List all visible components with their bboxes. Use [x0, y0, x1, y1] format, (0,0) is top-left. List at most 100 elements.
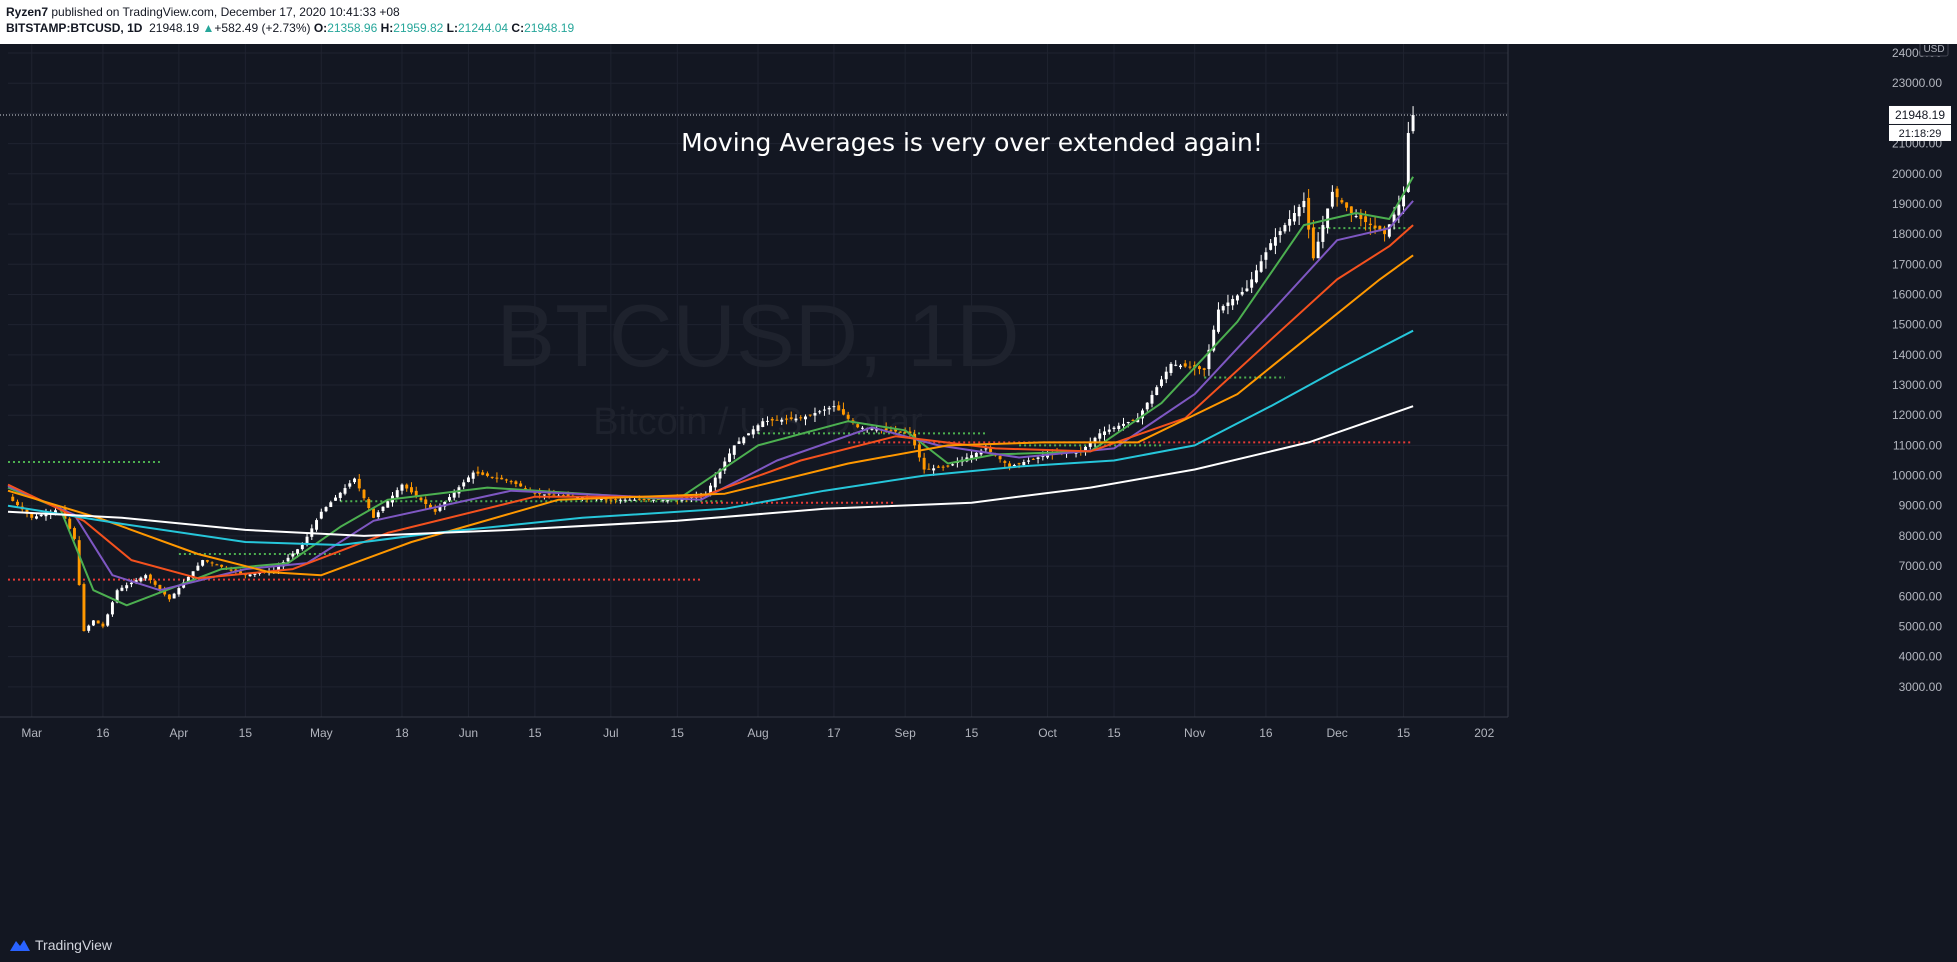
time-tick-label: Nov	[1184, 726, 1205, 740]
candle-body	[82, 584, 86, 631]
chart-area[interactable]: BTCUSD, 1D Bitcoin / U.S. Dollar Moving Av…	[0, 44, 1957, 929]
candle-body	[229, 569, 233, 571]
candle-body	[300, 544, 304, 550]
candle-body	[1254, 270, 1258, 283]
candle-body	[1402, 194, 1406, 207]
candle-body	[428, 504, 432, 508]
candle-body	[471, 472, 475, 479]
candle-body	[315, 520, 319, 530]
moving-average-line	[7, 176, 1414, 607]
last-price-badge-label: 21948.19	[1895, 108, 1945, 122]
candle-body	[856, 424, 860, 428]
candle-body	[519, 483, 523, 487]
price-tick-label: 13000.00	[1892, 378, 1942, 392]
candle-body	[552, 494, 556, 496]
time-tick-label: Jul	[603, 726, 618, 740]
candle-body	[1278, 231, 1282, 236]
candle-body	[1326, 208, 1330, 228]
candle-body	[998, 456, 1002, 460]
candle-body	[72, 528, 76, 539]
candle-body	[153, 581, 157, 585]
candle-body	[780, 419, 784, 422]
candle-body	[201, 560, 205, 566]
candle-body	[723, 461, 727, 471]
candle-body	[927, 468, 931, 470]
candle-body	[381, 506, 385, 512]
candles	[11, 106, 1415, 633]
price-tick-label: 8000.00	[1899, 529, 1943, 543]
candle-body	[1387, 224, 1391, 237]
candle-body	[860, 427, 864, 429]
brand-name[interactable]: TradingView	[35, 937, 113, 953]
candle-body	[125, 585, 129, 589]
price-tick-label: 9000.00	[1899, 499, 1943, 513]
candle-body	[652, 499, 656, 501]
watermark-description: Bitcoin / U.S. Dollar	[593, 401, 923, 443]
currency-label: USD	[1923, 44, 1944, 55]
candle-body	[120, 587, 124, 591]
candle-body	[775, 419, 779, 421]
moving-averages	[7, 176, 1414, 607]
candle-body	[799, 417, 803, 419]
candle-body	[1397, 204, 1401, 216]
price-tick-label: 20000.00	[1892, 167, 1942, 181]
candle-body	[296, 549, 300, 554]
candle-body	[509, 481, 513, 483]
symbol-label[interactable]: BITSTAMP:BTCUSD, 1D	[6, 21, 143, 35]
candle-body	[1103, 431, 1106, 435]
chart-annotation: Moving Averages is very over extended ag…	[681, 128, 1263, 157]
candle-body	[827, 407, 831, 410]
candle-body	[1012, 465, 1016, 467]
change-value: +582.49 (+2.73%)	[214, 21, 311, 35]
time-tick-label: 15	[965, 726, 979, 740]
candle-body	[766, 420, 769, 422]
price-chart[interactable]: BTCUSD, 1D Bitcoin / U.S. Dollar Moving Av…	[0, 44, 1957, 929]
candle-body	[91, 620, 95, 626]
currency-badge	[1919, 44, 1949, 57]
candle-body	[1235, 295, 1239, 301]
moving-average-line	[7, 200, 1414, 592]
candle-body	[1250, 279, 1254, 288]
candle-body	[248, 574, 252, 577]
candle-body	[210, 562, 214, 564]
candle-body	[1316, 241, 1320, 259]
candle-body	[400, 484, 404, 491]
candle-body	[87, 625, 91, 631]
candle-body	[761, 421, 765, 427]
candle-body	[1022, 461, 1026, 466]
time-tick-label: Oct	[1038, 726, 1057, 740]
candle-body	[661, 499, 665, 501]
candle-body	[77, 540, 81, 585]
candle-body	[599, 498, 603, 500]
candle-body	[542, 494, 546, 496]
price-tick-label: 17000.00	[1892, 257, 1942, 271]
author-name[interactable]: Ryzen7	[6, 5, 49, 19]
time-tick-label: 15	[671, 726, 685, 740]
moving-average-line	[7, 405, 1414, 537]
candle-body	[751, 429, 755, 435]
candle-body	[134, 580, 138, 583]
candle-body	[1283, 225, 1287, 232]
candle-body	[1212, 329, 1216, 351]
time-tick-label: 15	[1107, 726, 1121, 740]
candle-body	[1017, 463, 1021, 465]
candle-body	[951, 464, 955, 466]
candle-body	[533, 492, 537, 494]
candle-body	[1036, 457, 1040, 459]
candle-body	[737, 441, 741, 444]
tradingview-logo-icon[interactable]	[8, 937, 32, 953]
candle-body	[1226, 302, 1230, 306]
candle-body	[500, 477, 504, 480]
candle-body	[889, 430, 893, 432]
candle-body	[1373, 225, 1377, 229]
candle-body	[614, 499, 618, 501]
time-tick-label: Apr	[170, 726, 189, 740]
candle-body	[1197, 366, 1201, 370]
candle-body	[253, 573, 257, 575]
candle-body	[803, 416, 807, 420]
candle-body	[1273, 237, 1277, 246]
price-tick-label: 11000.00	[1893, 438, 1942, 452]
high-label: H:	[380, 21, 394, 35]
candle-body	[215, 564, 219, 566]
candle-body	[898, 431, 902, 433]
